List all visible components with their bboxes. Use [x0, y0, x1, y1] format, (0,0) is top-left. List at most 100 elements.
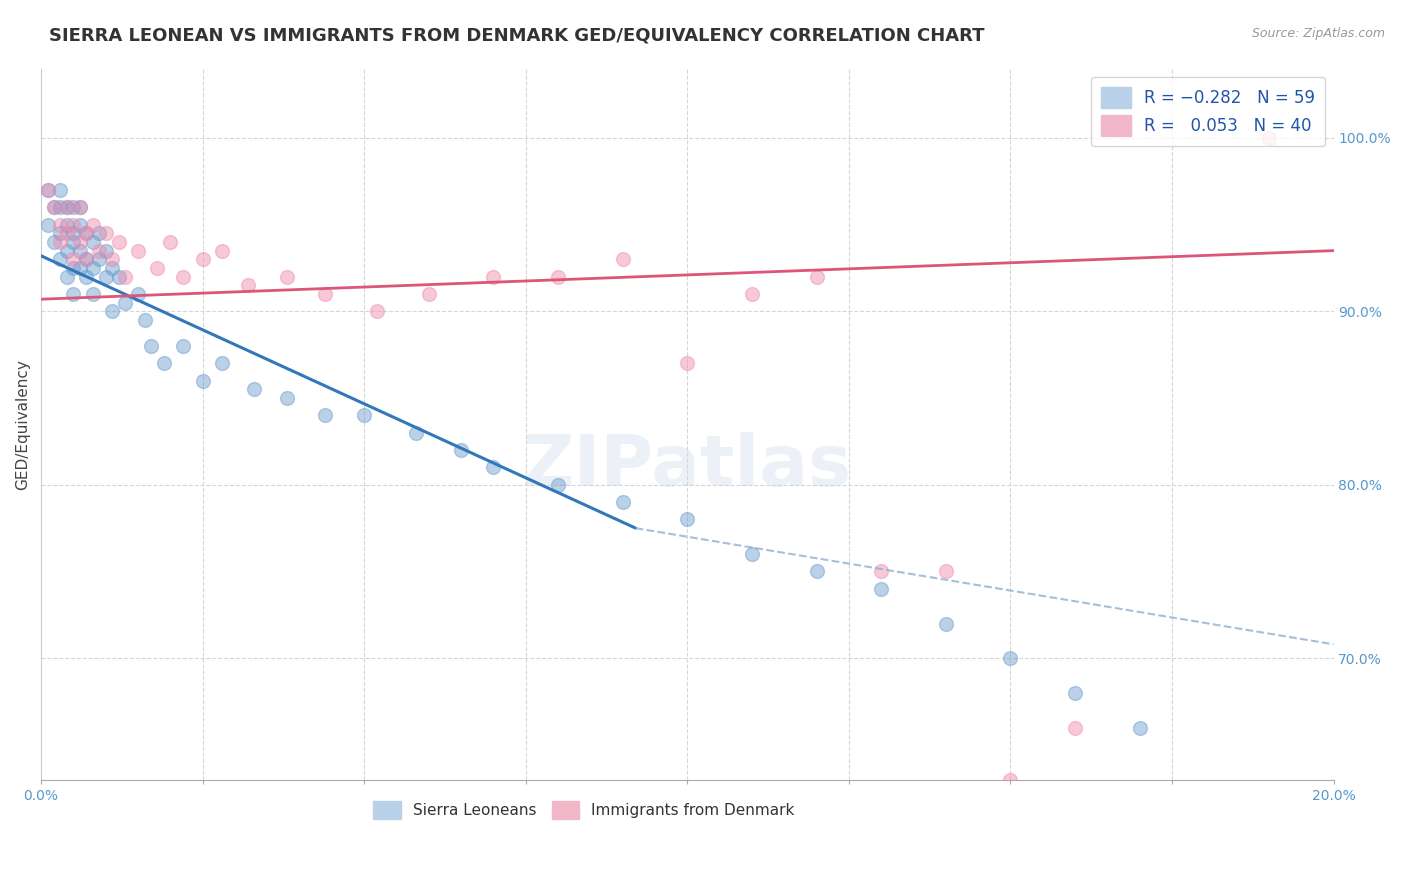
- Point: [870, 582, 893, 596]
- Point: [353, 409, 375, 423]
- Point: [75, 252, 97, 267]
- Point: [211, 244, 233, 258]
- Point: [49, 200, 72, 214]
- Point: [935, 616, 957, 631]
- Point: [314, 287, 336, 301]
- Point: [37, 218, 59, 232]
- Point: [236, 278, 259, 293]
- Point: [49, 218, 72, 232]
- Point: [127, 287, 149, 301]
- Point: [42, 200, 65, 214]
- Point: [191, 374, 214, 388]
- Point: [89, 227, 111, 241]
- Point: [62, 252, 84, 267]
- Point: [49, 183, 72, 197]
- Point: [153, 356, 176, 370]
- Point: [56, 227, 79, 241]
- Text: Source: ZipAtlas.com: Source: ZipAtlas.com: [1251, 27, 1385, 40]
- Point: [612, 252, 634, 267]
- Point: [69, 235, 91, 249]
- Point: [49, 227, 72, 241]
- Point: [211, 356, 233, 370]
- Y-axis label: GED/Equivalency: GED/Equivalency: [15, 359, 30, 490]
- Point: [1000, 772, 1022, 787]
- Point: [1064, 721, 1087, 735]
- Point: [62, 227, 84, 241]
- Point: [69, 200, 91, 214]
- Point: [114, 269, 136, 284]
- Point: [56, 200, 79, 214]
- Point: [741, 287, 763, 301]
- Point: [56, 218, 79, 232]
- Point: [62, 287, 84, 301]
- Point: [82, 260, 104, 275]
- Point: [69, 218, 91, 232]
- Point: [107, 235, 129, 249]
- Point: [741, 547, 763, 561]
- Point: [89, 244, 111, 258]
- Point: [172, 269, 194, 284]
- Point: [37, 183, 59, 197]
- Point: [139, 339, 162, 353]
- Point: [82, 235, 104, 249]
- Point: [82, 218, 104, 232]
- Point: [870, 565, 893, 579]
- Point: [94, 244, 117, 258]
- Point: [276, 391, 298, 405]
- Point: [676, 512, 699, 526]
- Point: [62, 235, 84, 249]
- Point: [42, 200, 65, 214]
- Point: [82, 287, 104, 301]
- Point: [134, 313, 156, 327]
- Point: [547, 477, 569, 491]
- Point: [75, 227, 97, 241]
- Point: [101, 304, 124, 318]
- Point: [146, 260, 169, 275]
- Point: [89, 252, 111, 267]
- Point: [612, 495, 634, 509]
- Point: [101, 260, 124, 275]
- Point: [276, 269, 298, 284]
- Point: [172, 339, 194, 353]
- Point: [314, 409, 336, 423]
- Point: [114, 295, 136, 310]
- Point: [1257, 131, 1279, 145]
- Point: [49, 252, 72, 267]
- Point: [49, 235, 72, 249]
- Point: [1064, 686, 1087, 700]
- Point: [482, 460, 505, 475]
- Point: [107, 269, 129, 284]
- Point: [806, 565, 828, 579]
- Point: [75, 252, 97, 267]
- Point: [42, 235, 65, 249]
- Legend: Sierra Leoneans, Immigrants from Denmark: Sierra Leoneans, Immigrants from Denmark: [367, 795, 801, 825]
- Point: [127, 244, 149, 258]
- Point: [366, 304, 388, 318]
- Point: [806, 269, 828, 284]
- Point: [243, 383, 266, 397]
- Point: [37, 183, 59, 197]
- Point: [62, 218, 84, 232]
- Point: [56, 244, 79, 258]
- Point: [1000, 651, 1022, 665]
- Point: [69, 260, 91, 275]
- Point: [1129, 721, 1152, 735]
- Point: [547, 269, 569, 284]
- Point: [56, 200, 79, 214]
- Text: ZIPatlas: ZIPatlas: [522, 433, 852, 501]
- Point: [405, 425, 427, 440]
- Point: [676, 356, 699, 370]
- Point: [159, 235, 181, 249]
- Point: [482, 269, 505, 284]
- Point: [418, 287, 440, 301]
- Point: [75, 269, 97, 284]
- Point: [191, 252, 214, 267]
- Point: [101, 252, 124, 267]
- Point: [94, 269, 117, 284]
- Point: [69, 200, 91, 214]
- Text: SIERRA LEONEAN VS IMMIGRANTS FROM DENMARK GED/EQUIVALENCY CORRELATION CHART: SIERRA LEONEAN VS IMMIGRANTS FROM DENMAR…: [49, 27, 984, 45]
- Point: [69, 244, 91, 258]
- Point: [62, 260, 84, 275]
- Point: [94, 227, 117, 241]
- Point: [935, 565, 957, 579]
